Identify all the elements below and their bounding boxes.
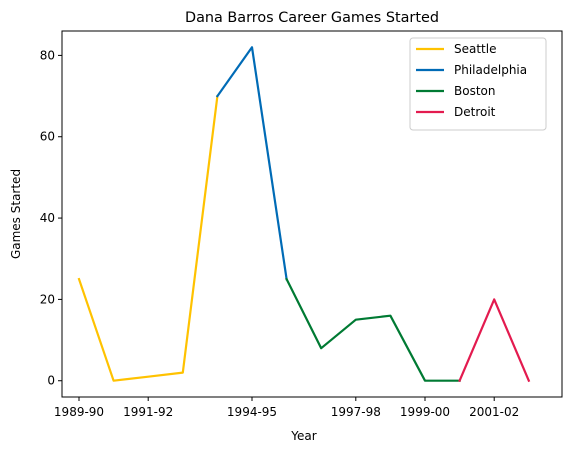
y-tick-label: 20 — [40, 292, 55, 306]
chart-title: Dana Barros Career Games Started — [185, 10, 439, 26]
legend: Seattle Philadelphia Boston Detroit — [410, 38, 546, 130]
y-tick-label: 60 — [40, 130, 55, 144]
x-axis: 1989-90 1991-92 1994-95 1997-98 1999-00 2001-… — [54, 397, 519, 419]
y-tick-label: 0 — [47, 374, 55, 388]
x-tick-label: 1989-90 — [54, 405, 104, 419]
x-tick-label: 1999-00 — [400, 405, 450, 419]
y-axis-label: Games Started — [9, 169, 23, 259]
x-axis-label: Year — [290, 429, 316, 443]
x-tick-label: 1997-98 — [331, 405, 381, 419]
y-tick-label: 40 — [40, 211, 55, 225]
series-line-seattle — [79, 96, 217, 381]
y-axis: 0 20 40 60 80 — [40, 48, 62, 387]
x-tick-label: 1994-95 — [227, 405, 277, 419]
legend-label: Detroit — [454, 105, 496, 119]
legend-label: Philadelphia — [454, 63, 527, 77]
legend-label: Boston — [454, 84, 495, 98]
legend-label: Seattle — [454, 42, 496, 56]
series-line-philadelphia — [217, 47, 286, 279]
series-line-detroit — [460, 299, 529, 380]
series-line-boston — [287, 279, 460, 381]
y-tick-label: 80 — [40, 48, 55, 62]
x-tick-label: 1991-92 — [123, 405, 173, 419]
x-tick-label: 2001-02 — [469, 405, 519, 419]
